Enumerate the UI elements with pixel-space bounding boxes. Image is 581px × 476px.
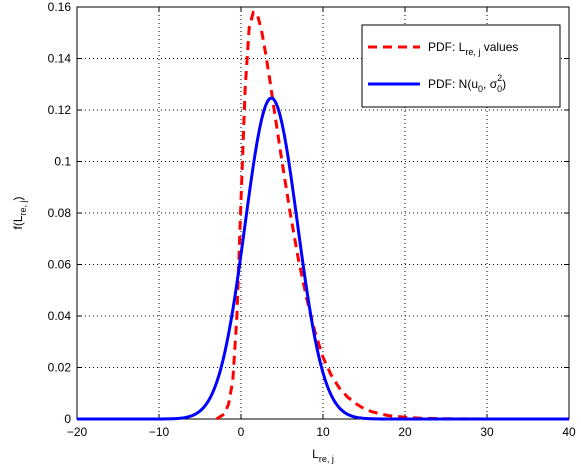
x-tick-label: 30: [480, 425, 494, 439]
x-tick-label: 10: [316, 425, 330, 439]
legend-normal-pre: PDF: N(u: [428, 77, 478, 91]
legend-empirical-pre: PDF: L: [428, 40, 466, 54]
x-axis-label: Lre, j: [312, 447, 334, 464]
x-tick-label: −10: [149, 425, 170, 439]
y-tick-label: 0.08: [48, 206, 72, 220]
y-tick-label: 0.02: [48, 361, 72, 375]
legend-normal-sup: 2: [497, 73, 502, 83]
x-tick-label: 40: [562, 425, 576, 439]
y-tick-label: 0.16: [48, 0, 72, 14]
series-group: [77, 10, 569, 421]
legend-empirical-post: values: [480, 40, 518, 54]
legend-box: [361, 24, 561, 108]
y-axis-label-main: f(L: [11, 215, 25, 229]
x-axis-label-sub: re, j: [319, 454, 334, 464]
y-axis-label-sub: re, j: [18, 200, 28, 215]
y-axis-label: f(Lre, j): [11, 196, 28, 229]
series-line-empirical: [215, 10, 520, 421]
legend-label-normal: PDF: N(u0, σ2 0): [428, 73, 506, 94]
y-tick-label: 0.14: [48, 52, 72, 66]
x-tick-label: 0: [238, 425, 245, 439]
x-axis-label-main: L: [312, 447, 319, 461]
ticks: −20 −10 0 10 20 30 4000.020.040.060.080.10.120…: [48, 0, 576, 439]
legend-normal-sub1: 0: [478, 84, 483, 94]
legend-empirical-sub: re, j: [465, 47, 480, 57]
y-tick-label: 0.04: [48, 309, 72, 323]
y-tick-label: 0: [64, 412, 71, 426]
x-tick-label: −20: [67, 425, 88, 439]
y-tick-label: 0.06: [48, 258, 72, 272]
legend: PDF: Lre, j values PDF: N(u0, σ2 0): [361, 24, 561, 108]
x-tick-label: 20: [398, 425, 412, 439]
y-tick-label: 0.12: [48, 103, 72, 117]
series-line-normal: [77, 96, 569, 421]
y-axis-label-tail: ): [11, 196, 25, 200]
legend-label-empirical: PDF: Lre, j values: [428, 40, 518, 57]
legend-normal-sub2: 0: [497, 84, 502, 94]
legend-normal-post: ): [502, 77, 506, 91]
y-tick-label: 0.1: [54, 155, 71, 169]
legend-normal-mid: , σ: [483, 77, 498, 91]
